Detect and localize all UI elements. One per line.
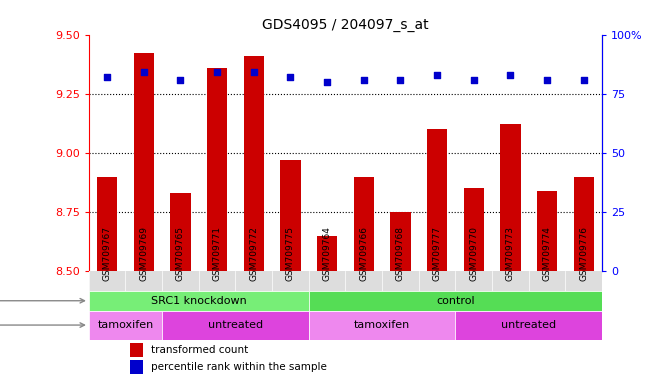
Bar <box>89 291 309 311</box>
Point <box>432 72 442 78</box>
Point <box>578 76 589 83</box>
Point <box>505 72 516 78</box>
Point <box>139 70 149 76</box>
Bar <box>134 53 154 271</box>
Bar <box>97 177 117 271</box>
Text: percentile rank within the sample: percentile rank within the sample <box>151 362 326 372</box>
Point <box>212 70 222 76</box>
Text: GSM709771: GSM709771 <box>213 226 222 281</box>
Bar <box>309 291 602 311</box>
Point <box>285 74 295 80</box>
Text: GSM709764: GSM709764 <box>322 226 332 281</box>
Text: agent: agent <box>0 320 84 330</box>
Text: GSM709767: GSM709767 <box>103 226 112 281</box>
Text: GSM709775: GSM709775 <box>286 226 295 281</box>
Bar <box>464 189 484 271</box>
Bar <box>427 129 447 271</box>
Text: GSM709777: GSM709777 <box>432 226 442 281</box>
Bar <box>89 271 602 291</box>
Text: GSM709765: GSM709765 <box>176 226 185 281</box>
Text: GSM709769: GSM709769 <box>139 226 148 281</box>
Text: GSM709776: GSM709776 <box>579 226 588 281</box>
Point <box>102 74 113 80</box>
Text: genotype/variation: genotype/variation <box>0 296 84 306</box>
Point <box>175 76 186 83</box>
Bar <box>354 177 374 271</box>
Text: tamoxifen: tamoxifen <box>354 320 410 330</box>
Point <box>322 79 332 85</box>
Text: untreated: untreated <box>501 320 556 330</box>
Bar <box>537 191 557 271</box>
Bar <box>390 212 411 271</box>
Text: GSM709772: GSM709772 <box>249 226 259 281</box>
Bar <box>130 343 143 357</box>
Text: GSM709774: GSM709774 <box>543 226 551 281</box>
Point <box>359 76 369 83</box>
Bar <box>317 236 337 271</box>
Point <box>468 76 479 83</box>
Bar <box>500 124 520 271</box>
Text: untreated: untreated <box>208 320 263 330</box>
Bar <box>455 311 602 339</box>
Text: GSM709768: GSM709768 <box>396 226 405 281</box>
Bar <box>309 311 455 339</box>
Bar <box>170 193 191 271</box>
Bar <box>89 311 162 339</box>
Text: GSM709770: GSM709770 <box>469 226 478 281</box>
Bar <box>280 160 301 271</box>
Text: control: control <box>436 296 474 306</box>
Text: tamoxifen: tamoxifen <box>97 320 153 330</box>
Text: SRC1 knockdown: SRC1 knockdown <box>151 296 247 306</box>
Point <box>395 76 406 83</box>
Bar <box>162 311 309 339</box>
Bar <box>207 68 227 271</box>
Title: GDS4095 / 204097_s_at: GDS4095 / 204097_s_at <box>262 18 429 32</box>
Text: GSM709773: GSM709773 <box>506 226 515 281</box>
Text: transformed count: transformed count <box>151 345 248 355</box>
Bar <box>574 177 594 271</box>
Bar <box>243 56 264 271</box>
Point <box>542 76 552 83</box>
Bar <box>130 361 143 374</box>
Point <box>249 70 259 76</box>
Text: GSM709766: GSM709766 <box>359 226 368 281</box>
